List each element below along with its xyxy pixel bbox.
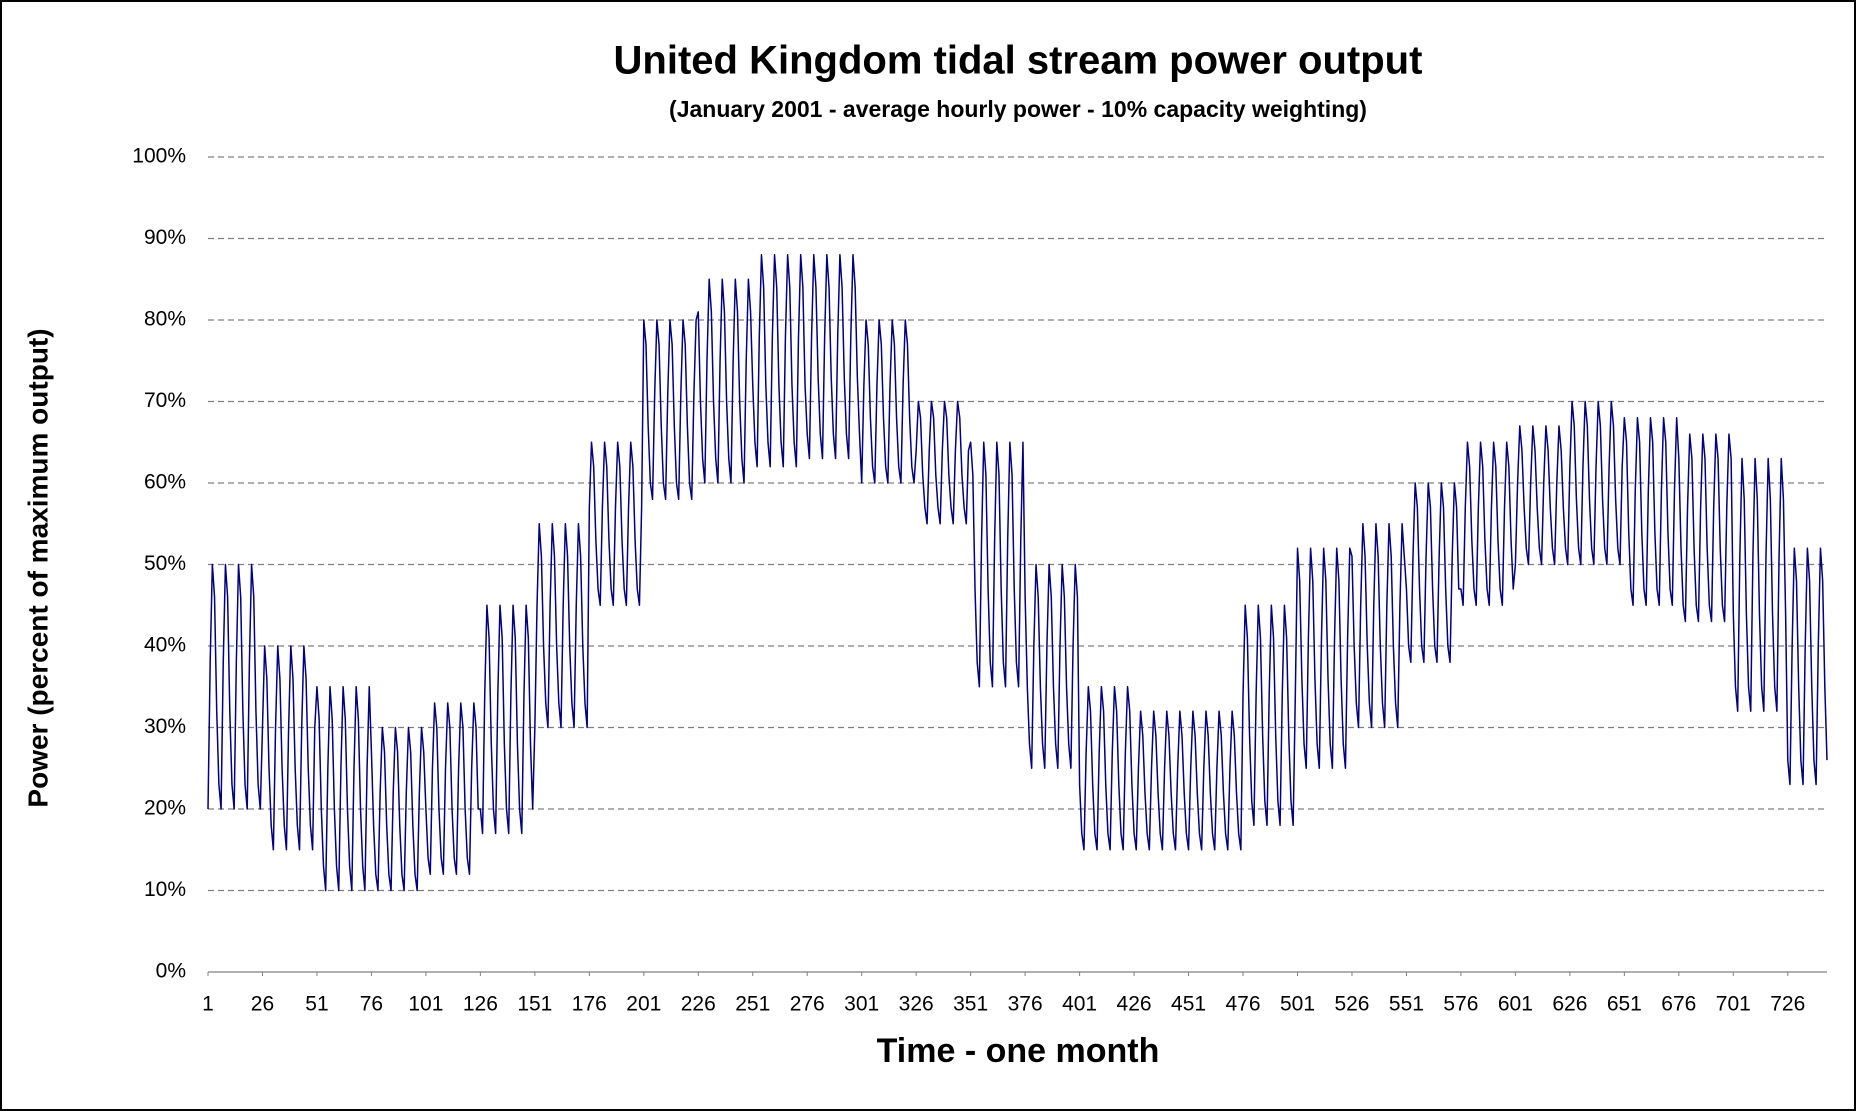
x-axis-label: Time - one month [877,1032,1160,1070]
y-tick-label: 80% [144,308,186,331]
x-tick-label: 226 [681,993,716,1016]
x-tick-label: 551 [1389,993,1424,1016]
y-tick-label: 90% [144,226,186,249]
x-tick-label: 376 [1008,993,1043,1016]
y-tick-label: 100% [132,145,186,168]
x-tick-label: 726 [1770,993,1805,1016]
y-axis-label: Power (percent of maximum output) [22,328,53,807]
x-tick-label: 351 [953,993,988,1016]
x-tick-label: 26 [251,993,274,1016]
x-tick-label: 626 [1552,993,1587,1016]
x-tick-label: 526 [1334,993,1369,1016]
x-tick-label: 301 [844,993,879,1016]
y-tick-label: 0% [156,960,186,983]
x-tick-label: 176 [572,993,607,1016]
x-tick-label: 576 [1443,993,1478,1016]
x-tick-label: 276 [790,993,825,1016]
x-tick-label: 101 [408,993,443,1016]
x-tick-label: 251 [735,993,770,1016]
x-tick-label: 451 [1171,993,1206,1016]
x-tick-label: 676 [1661,993,1696,1016]
x-tick-label: 326 [899,993,934,1016]
x-tick-label: 1 [202,993,214,1016]
y-tick-label: 10% [144,878,186,901]
y-tick-label: 50% [144,552,186,575]
chart-title: United Kingdom tidal stream power output [614,39,1423,83]
x-tick-label: 701 [1716,993,1751,1016]
y-tick-label: 20% [144,797,186,820]
data-line [207,254,1828,892]
x-tick-label: 51 [305,993,328,1016]
x-tick-label: 426 [1117,993,1152,1016]
y-tick-label: 40% [144,634,186,657]
x-tick-label: 126 [463,993,498,1016]
x-tick-label: 201 [626,993,661,1016]
x-tick-label: 476 [1226,993,1261,1016]
y-tick-label: 60% [144,471,186,494]
x-tick-label: 601 [1498,993,1533,1016]
x-tick-label: 401 [1062,993,1097,1016]
y-tick-label: 30% [144,715,186,738]
x-tick-label: 151 [517,993,552,1016]
y-tick-label: 70% [144,389,186,412]
x-tick-label: 76 [360,993,383,1016]
chart-subtitle: (January 2001 - average hourly power - 1… [669,96,1367,122]
x-tick-label: 651 [1607,993,1642,1016]
x-tick-label: 501 [1280,993,1315,1016]
